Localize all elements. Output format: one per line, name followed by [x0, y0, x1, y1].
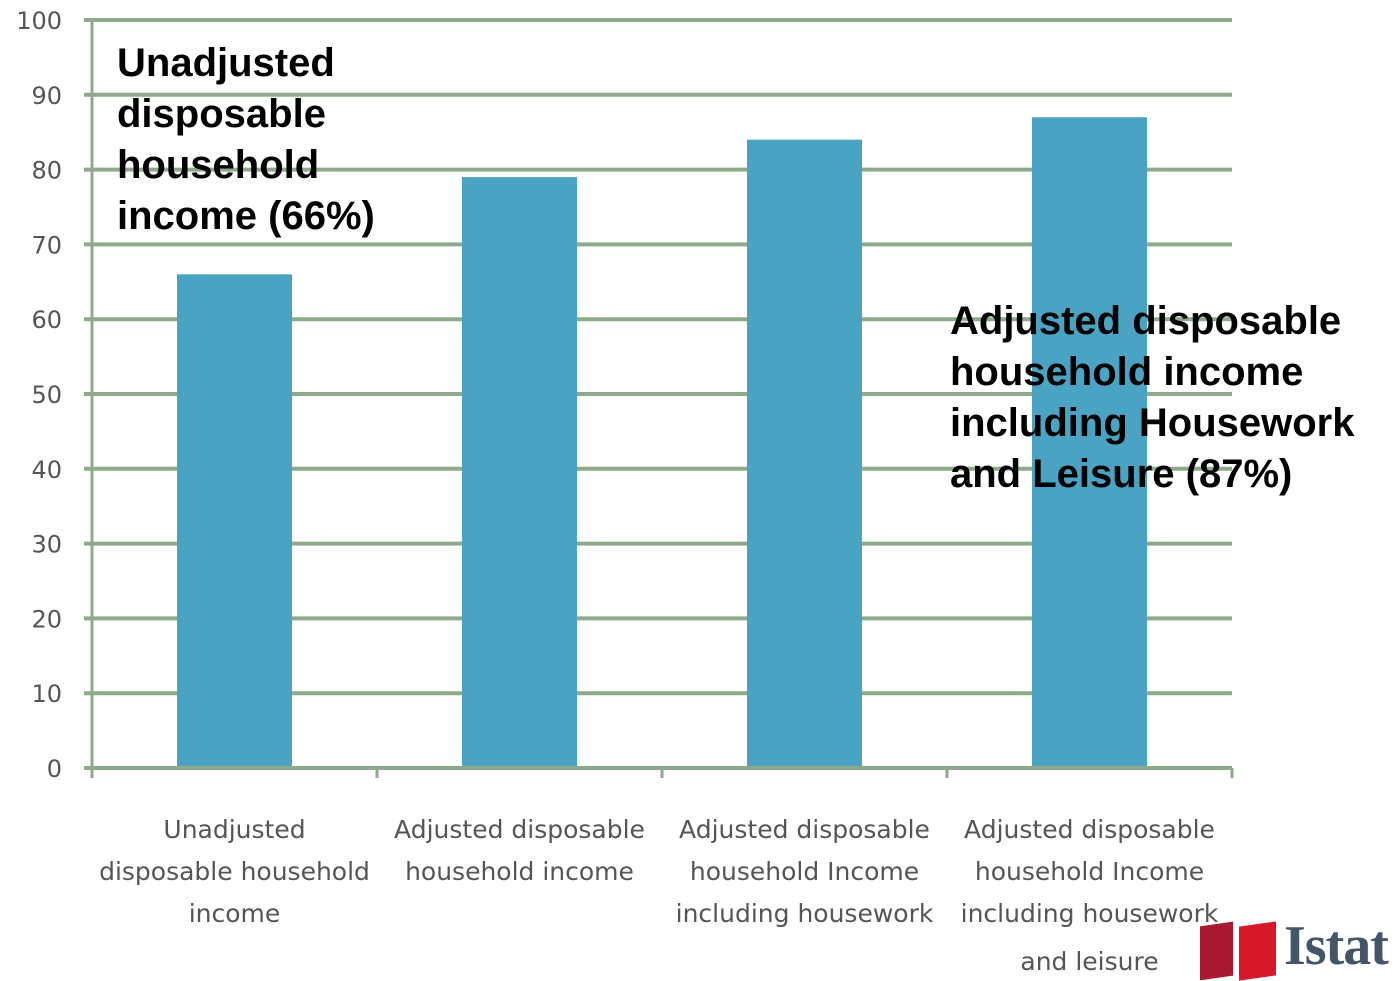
- y-tick-label: 90: [31, 82, 62, 110]
- bar: [1032, 117, 1147, 769]
- y-tick-label: 80: [31, 157, 62, 185]
- y-tick-label: 20: [31, 605, 62, 633]
- y-tick-label: 50: [31, 381, 62, 409]
- y-tick-label: 10: [31, 680, 62, 708]
- x-category-label: Adjusted disposable household Income inclu…: [961, 815, 1219, 976]
- annotation-adjusted-housework-leisure: Adjusted disposable household income inc…: [950, 299, 1355, 496]
- y-tick-label: 0: [47, 755, 62, 783]
- bar: [177, 274, 292, 768]
- y-tick-label: 70: [31, 231, 62, 259]
- bar: [747, 139, 862, 768]
- y-tick-label: 40: [31, 456, 62, 484]
- istat-logo: Istat: [1200, 915, 1390, 981]
- bar: [462, 177, 577, 768]
- annotation-unadjusted: Unadjusted disposable household income (…: [117, 41, 375, 238]
- logo-shape-dark: [1200, 921, 1233, 981]
- x-category-label: Adjusted disposable household income: [394, 815, 645, 886]
- y-tick-label: 60: [31, 306, 62, 334]
- logo-text: Istat: [1284, 915, 1389, 977]
- y-tick-label: 30: [31, 531, 62, 559]
- y-tick-label: 100: [16, 7, 62, 35]
- logo-shape-red: [1239, 921, 1276, 981]
- x-category-label: Unadjusted disposable household income: [99, 815, 370, 928]
- x-category-label: Adjusted disposable household Income inclu…: [676, 815, 934, 928]
